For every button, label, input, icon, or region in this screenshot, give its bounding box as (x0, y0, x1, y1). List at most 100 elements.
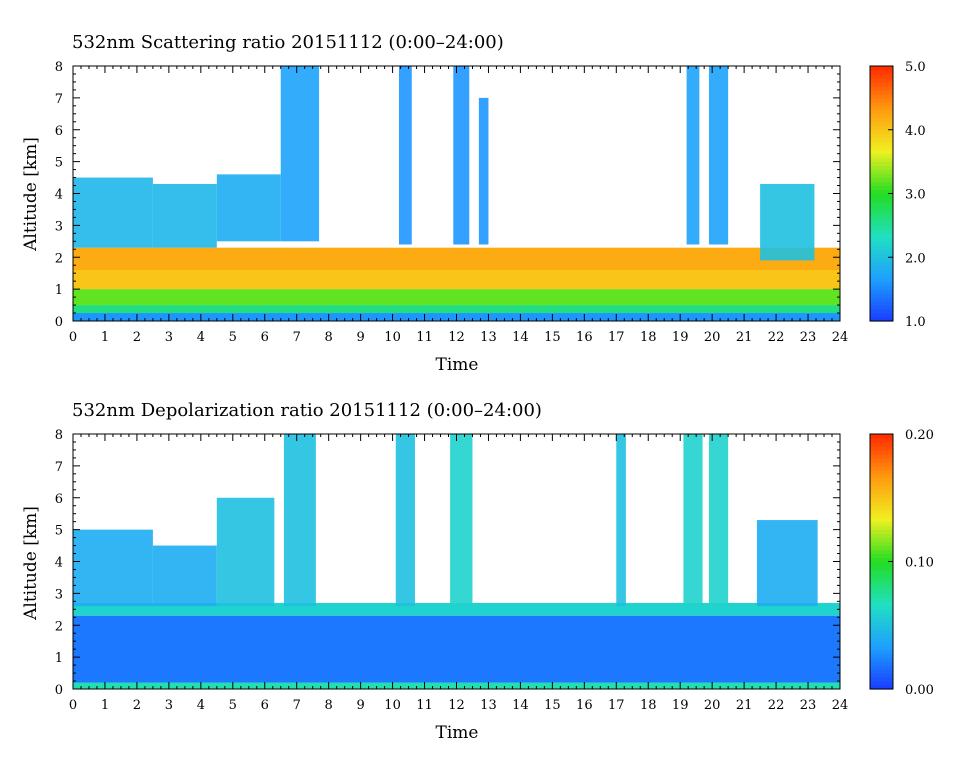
colorbar-segment (870, 573, 893, 579)
cloud-feature (616, 434, 626, 607)
colorbar-segment (870, 233, 893, 238)
y-tick-label: 6 (55, 492, 63, 507)
colorbar-segment (870, 133, 893, 139)
colorbar-segment (870, 445, 893, 451)
colorbar-segment (870, 221, 893, 226)
x-tick-label: 15 (544, 698, 561, 713)
cloud-feature (73, 529, 153, 607)
colorbar-segment (870, 653, 893, 658)
colorbar-segment (870, 113, 893, 119)
colorbar-segment (870, 193, 893, 199)
y-tick-label: 8 (55, 60, 63, 75)
x-tick-label: 6 (261, 330, 269, 345)
colorbar-segment (870, 249, 893, 254)
colorbar-segment (870, 153, 893, 159)
aerosol-layer (73, 289, 840, 306)
y-axis-label: Altitude [km] (21, 137, 41, 252)
x-tick-label: 23 (800, 330, 817, 345)
colorbar-tick-label: 0.00 (905, 683, 934, 698)
colorbar-segment (870, 101, 893, 107)
colorbar-segment (870, 217, 893, 222)
colorbar-segment (870, 609, 893, 614)
aerosol-layer (73, 247, 840, 270)
colorbar-segment (870, 505, 893, 511)
chart-title: 532nm Scattering ratio 20151112 (0:00–24… (72, 32, 504, 53)
colorbar-segment (870, 665, 893, 670)
plot-area: 0 1 2 3 4 5 6 7 8 9 10 11 12 13 14 15 16 17 18 19 20 21 22 23 24… (55, 60, 926, 345)
x-tick-label: 7 (293, 698, 301, 713)
cloud-feature (683, 434, 703, 607)
colorbar-segment (870, 513, 893, 519)
x-axis-label: Time (436, 355, 479, 375)
colorbar-segment (870, 117, 893, 123)
colorbar-segment (870, 93, 893, 99)
x-tick-label: 21 (736, 330, 753, 345)
x-tick-label: 9 (356, 330, 364, 345)
colorbar-segment (870, 273, 893, 278)
y-tick-label: 2 (55, 619, 63, 634)
colorbar-segment (870, 517, 893, 523)
colorbar-segment (870, 301, 893, 306)
x-tick-label: 2 (133, 330, 141, 345)
x-tick-label: 21 (736, 698, 753, 713)
colorbar-segment (870, 293, 893, 298)
colorbar-segment (870, 285, 893, 290)
cloud-feature (478, 97, 489, 245)
colorbar-segment (870, 169, 893, 175)
colorbar-segment (870, 489, 893, 495)
colorbar-segment (870, 533, 893, 539)
scattering-ratio-plot: 532nm Scattering ratio 20151112 (0:00–24… (21, 32, 926, 375)
x-tick-label: 12 (448, 698, 465, 713)
colorbar-segment (870, 181, 893, 187)
y-tick-label: 7 (55, 92, 63, 107)
x-tick-label: 24 (832, 698, 849, 713)
colorbar-segment (870, 265, 893, 270)
colorbar-segment (870, 521, 893, 527)
y-tick-label: 1 (55, 283, 63, 298)
colorbar-segment (870, 613, 893, 618)
colorbar-segment (870, 461, 893, 467)
colorbar-segment (870, 457, 893, 463)
colorbar-segment (870, 473, 893, 479)
colorbar-segment (870, 649, 893, 654)
colorbar-segment (870, 673, 893, 678)
colorbar-segment (870, 525, 893, 531)
colorbar-segment (870, 185, 893, 191)
colorbar-segment (870, 441, 893, 447)
cloud-feature (283, 434, 316, 607)
cloud-feature (453, 66, 470, 245)
y-tick-label: 4 (55, 188, 63, 203)
cloud-feature (398, 66, 412, 245)
x-tick-label: 9 (356, 698, 364, 713)
x-tick-label: 7 (293, 330, 301, 345)
y-tick-label: 8 (55, 428, 63, 443)
colorbar-segment (870, 557, 893, 563)
colorbar-segment (870, 297, 893, 302)
colorbar-segment (870, 281, 893, 286)
x-tick-label: 17 (608, 698, 625, 713)
colorbar-tick-label: 2.0 (905, 251, 926, 266)
colorbar-segment (870, 593, 893, 598)
colorbar-segment (870, 241, 893, 246)
colorbar-segment (870, 601, 893, 606)
x-tick-label: 6 (261, 698, 269, 713)
colorbar-tick-label: 0.10 (905, 556, 934, 571)
colorbar-segment (870, 509, 893, 515)
colorbar-segment (870, 437, 893, 443)
colorbar-segment (870, 197, 893, 203)
x-tick-label: 3 (165, 698, 173, 713)
colorbar-segment (870, 225, 893, 230)
colorbar-segment (870, 629, 893, 634)
cloud-feature (686, 66, 700, 245)
colorbar-segment (870, 317, 893, 322)
colorbar-segment (870, 434, 893, 439)
x-tick-label: 1 (101, 698, 109, 713)
cloud-feature (760, 183, 815, 261)
colorbar-segment (870, 201, 893, 207)
colorbar-segment (870, 165, 893, 171)
colorbar-segment (870, 157, 893, 163)
colorbar-segment (870, 621, 893, 626)
x-tick-label: 8 (325, 698, 333, 713)
x-tick-label: 10 (384, 698, 401, 713)
x-tick-label: 16 (576, 330, 593, 345)
